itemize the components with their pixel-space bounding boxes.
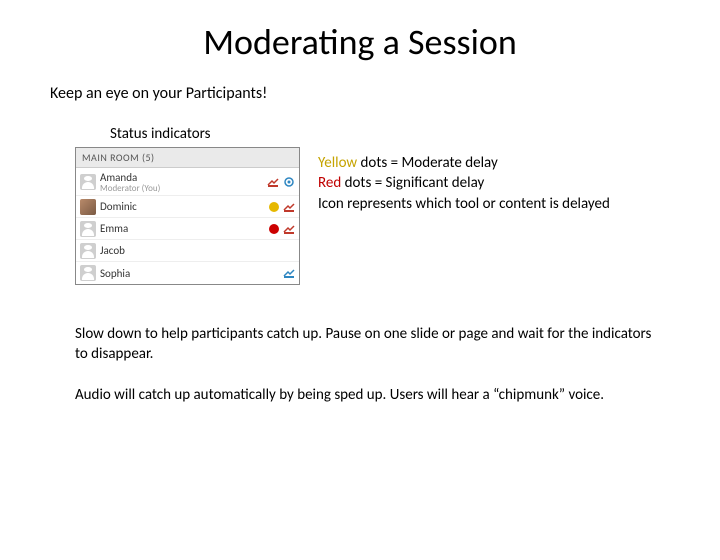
participant-row: AmandaModerator (You): [76, 168, 299, 196]
legend-red-line: Red dots = Significant delay: [318, 173, 610, 193]
status-dot-icon: [269, 224, 279, 234]
legend-yellow-rest: dots = Moderate delay: [357, 154, 498, 172]
avatar: [80, 265, 96, 281]
participant-role: Moderator (You): [100, 184, 263, 193]
participant-row: Emma: [76, 218, 299, 240]
avatar: [80, 174, 96, 190]
legend-yellow-word: Yellow: [318, 154, 357, 172]
panel-rows: AmandaModerator (You) Dominic Emma Jacob Sop…: [76, 168, 299, 284]
status-dot-icon: [269, 202, 279, 212]
participant-row: Sophia: [76, 262, 299, 284]
participant-name: Dominic: [100, 200, 265, 213]
status-indicators-label: Status indicators: [110, 125, 720, 143]
legend-red-word: Red: [318, 174, 341, 192]
legend-red-rest: dots = Significant delay: [341, 174, 484, 192]
participant-name: Sophia: [100, 267, 279, 280]
tool-icon: [283, 267, 295, 279]
tool-icon: [267, 176, 279, 188]
participants-panel: MAIN ROOM (5) AmandaModerator (You) Domin…: [75, 147, 300, 285]
paragraph-1: Slow down to help participants catch up.…: [75, 325, 660, 364]
participant-row: Jacob: [76, 240, 299, 262]
avatar: [80, 243, 96, 259]
tool-icon: [283, 176, 295, 188]
participant-name: AmandaModerator (You): [100, 171, 263, 193]
participant-name: Emma: [100, 222, 265, 235]
content-row: MAIN ROOM (5) AmandaModerator (You) Domin…: [75, 147, 720, 285]
participant-row: Dominic: [76, 196, 299, 218]
avatar: [80, 221, 96, 237]
legend-icon-line: Icon represents which tool or content is…: [318, 194, 610, 214]
tool-icon: [283, 201, 295, 213]
paragraph-2: Audio will catch up automatically by bei…: [75, 386, 660, 406]
slide-title: Moderating a Session: [0, 20, 720, 64]
tool-icon: [283, 223, 295, 235]
avatar: [80, 199, 96, 215]
slide-subtitle: Keep an eye on your Participants!: [50, 84, 720, 103]
legend-yellow-line: Yellow dots = Moderate delay: [318, 153, 610, 173]
participant-name: Jacob: [100, 244, 295, 257]
panel-header: MAIN ROOM (5): [76, 148, 299, 168]
status-legend: Yellow dots = Moderate delay Red dots = …: [318, 153, 610, 214]
